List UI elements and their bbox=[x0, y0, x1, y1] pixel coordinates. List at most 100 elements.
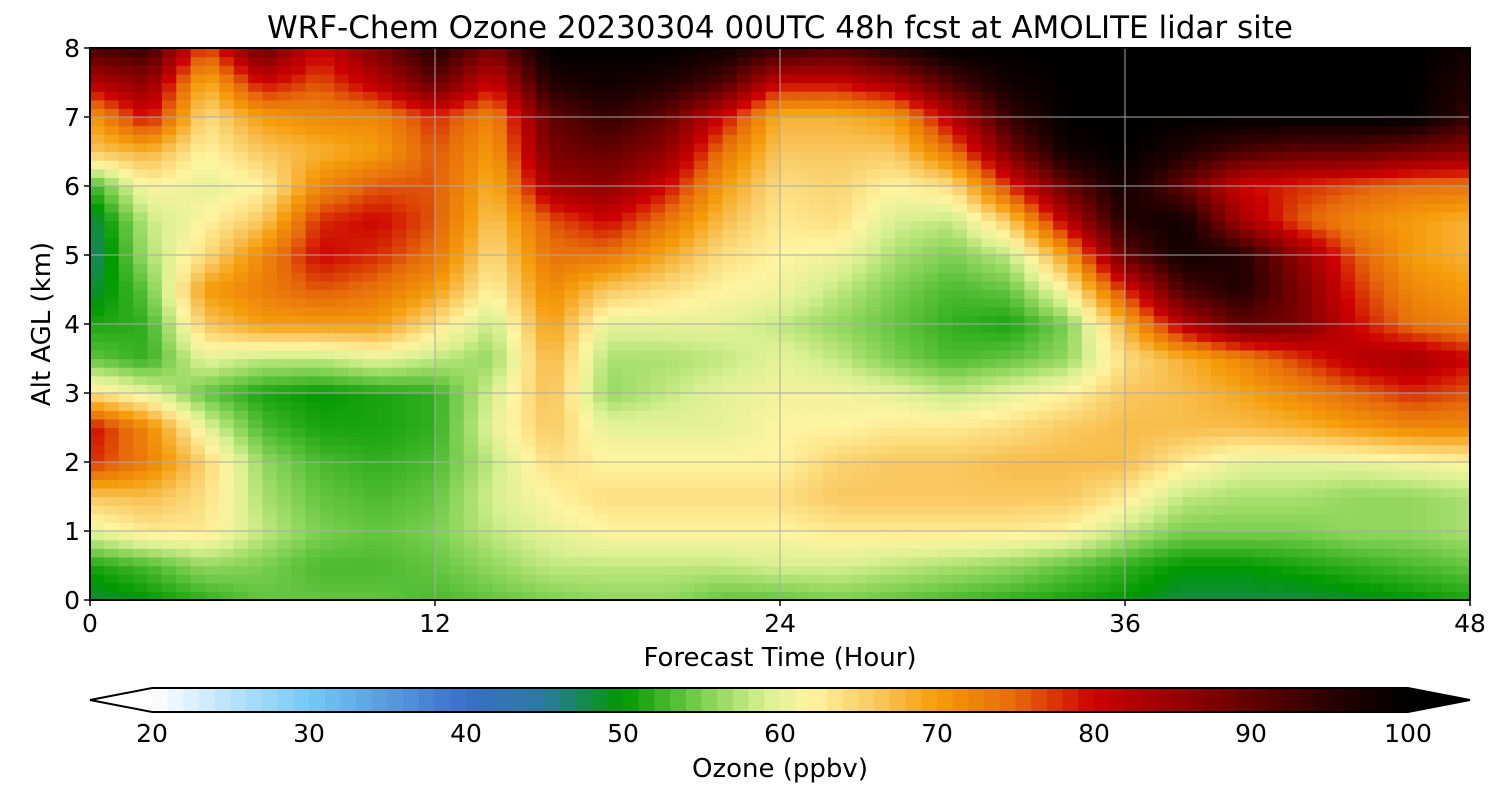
heatmap-cell bbox=[463, 306, 479, 316]
heatmap-cell bbox=[1412, 453, 1428, 463]
heatmap-cell bbox=[722, 548, 738, 558]
heatmap-cell bbox=[320, 427, 335, 437]
heatmap-cell bbox=[363, 194, 379, 204]
heatmap-cell bbox=[463, 548, 479, 558]
heatmap-cell bbox=[463, 539, 479, 549]
heatmap-cell bbox=[765, 341, 781, 351]
heatmap-cell bbox=[190, 393, 206, 403]
heatmap-cell bbox=[593, 332, 609, 342]
heatmap-cell bbox=[636, 255, 652, 265]
heatmap-cell bbox=[291, 203, 307, 213]
heatmap-cell bbox=[1010, 324, 1025, 334]
heatmap-cell bbox=[161, 444, 177, 454]
heatmap-cell bbox=[291, 565, 307, 575]
heatmap-cell bbox=[1225, 522, 1241, 532]
heatmap-cell bbox=[1412, 272, 1428, 282]
heatmap-cell bbox=[449, 401, 465, 411]
heatmap-cell bbox=[320, 436, 335, 446]
heatmap-cell bbox=[176, 306, 192, 316]
heatmap-cell bbox=[276, 229, 292, 239]
heatmap-cell bbox=[1225, 418, 1241, 429]
heatmap-cell bbox=[607, 410, 623, 420]
heatmap-cell bbox=[262, 462, 278, 472]
heatmap-cell bbox=[621, 505, 637, 515]
heatmap-cell bbox=[1383, 280, 1399, 291]
heatmap-cell bbox=[291, 211, 307, 222]
heatmap-cell bbox=[1326, 591, 1342, 601]
heatmap-cell bbox=[219, 315, 235, 325]
heatmap-cell bbox=[693, 393, 709, 403]
heatmap-cell bbox=[90, 237, 105, 247]
heatmap-cell bbox=[535, 384, 551, 394]
heatmap-cell bbox=[205, 177, 220, 187]
heatmap-cell bbox=[1182, 410, 1198, 420]
heatmap-cell bbox=[1326, 470, 1342, 480]
heatmap-cell bbox=[607, 393, 623, 403]
heatmap-cell bbox=[1240, 531, 1255, 541]
heatmap-cell bbox=[1311, 565, 1327, 575]
heatmap-cell bbox=[1412, 289, 1428, 299]
heatmap-cell bbox=[808, 168, 824, 178]
heatmap-cell bbox=[176, 168, 192, 178]
heatmap-cell bbox=[248, 332, 264, 342]
heatmap-cell bbox=[780, 418, 795, 429]
heatmap-cell bbox=[593, 280, 609, 291]
heatmap-cell bbox=[708, 194, 724, 204]
heatmap-cell bbox=[1383, 186, 1399, 196]
heatmap-cell bbox=[406, 263, 422, 273]
heatmap-cell bbox=[219, 272, 235, 282]
heatmap-cell bbox=[1168, 565, 1184, 575]
heatmap-cell bbox=[118, 341, 134, 351]
heatmap-cell bbox=[478, 203, 494, 213]
heatmap-cell bbox=[722, 237, 738, 247]
heatmap-cell bbox=[1268, 229, 1284, 239]
heatmap-cell bbox=[966, 255, 982, 265]
heatmap-cell bbox=[1455, 470, 1471, 480]
heatmap-cell bbox=[205, 263, 220, 273]
heatmap-cell bbox=[248, 220, 264, 230]
heatmap-cell bbox=[837, 436, 853, 446]
heatmap-cell bbox=[693, 289, 709, 299]
heatmap-cell bbox=[262, 574, 278, 584]
heatmap-cell bbox=[952, 229, 968, 239]
heatmap-cell bbox=[521, 548, 537, 558]
heatmap-cell bbox=[952, 418, 968, 429]
heatmap-cell bbox=[449, 203, 465, 213]
heatmap-cell bbox=[463, 194, 479, 204]
heatmap-cell bbox=[1010, 306, 1025, 316]
heatmap-cell bbox=[262, 280, 278, 291]
heatmap-cell bbox=[118, 539, 134, 549]
heatmap-cell bbox=[478, 168, 494, 178]
heatmap-cell bbox=[147, 367, 163, 377]
heatmap-cell bbox=[90, 289, 105, 299]
heatmap-cell bbox=[276, 315, 292, 325]
heatmap-cell bbox=[1340, 531, 1356, 541]
heatmap-cell bbox=[693, 513, 709, 523]
heatmap-cell bbox=[1211, 186, 1227, 196]
heatmap-cell bbox=[463, 384, 479, 394]
heatmap-cell bbox=[1283, 444, 1299, 454]
heatmap-cell bbox=[320, 401, 335, 411]
heatmap-cell bbox=[248, 203, 264, 213]
heatmap-cell bbox=[521, 349, 537, 360]
heatmap-cell bbox=[1369, 453, 1385, 463]
heatmap-cell bbox=[650, 505, 666, 515]
heatmap-cell bbox=[708, 539, 724, 549]
heatmap-cell bbox=[736, 479, 752, 489]
heatmap-cell bbox=[1096, 487, 1112, 498]
heatmap-cell bbox=[1283, 574, 1299, 584]
heatmap-cell bbox=[1297, 565, 1313, 575]
heatmap-cell bbox=[1153, 505, 1169, 515]
heatmap-cell bbox=[650, 246, 666, 256]
heatmap-cell bbox=[176, 505, 192, 515]
heatmap-cell bbox=[794, 548, 810, 558]
heatmap-cell bbox=[406, 272, 422, 282]
heatmap-cell bbox=[305, 203, 321, 213]
heatmap-cell bbox=[305, 358, 321, 368]
heatmap-cell bbox=[808, 384, 824, 394]
heatmap-cell bbox=[751, 358, 767, 368]
heatmap-cell bbox=[334, 168, 350, 178]
heatmap-cell bbox=[190, 444, 206, 454]
heatmap-cell bbox=[147, 203, 163, 213]
heatmap-cell bbox=[909, 324, 925, 334]
